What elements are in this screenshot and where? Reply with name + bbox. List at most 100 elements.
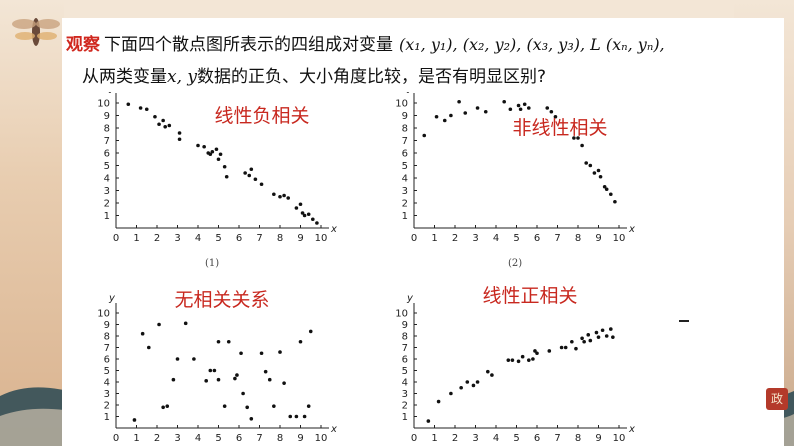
data-point bbox=[171, 377, 176, 382]
data-point bbox=[300, 211, 305, 215]
data-point bbox=[584, 161, 588, 165]
data-point bbox=[144, 107, 149, 112]
data-point bbox=[559, 345, 564, 350]
y-tick-label: 6 bbox=[402, 355, 408, 366]
question-line: 从两类变量x, y数据的正负、大小角度比较，是否有明显区别? bbox=[82, 62, 546, 87]
data-point bbox=[563, 345, 568, 350]
y-tick-label: 10 bbox=[395, 99, 408, 110]
y-axis-label: y bbox=[108, 293, 116, 304]
x-tick-label: 8 bbox=[575, 433, 581, 444]
heading-sequence: (x₁, y₁), (x₂, y₂), (x₃, y₃), L (xₙ, yₙ)… bbox=[399, 35, 665, 54]
data-point bbox=[298, 339, 303, 344]
dragonfly-icon bbox=[12, 18, 60, 46]
x-tick-label: 5 bbox=[513, 433, 519, 444]
data-point bbox=[214, 147, 219, 152]
chart-caption-1: (1) bbox=[205, 258, 220, 269]
x-tick-label: 7 bbox=[554, 233, 560, 244]
y-tick-label: 4 bbox=[104, 174, 110, 185]
data-point bbox=[611, 335, 615, 339]
data-point bbox=[239, 351, 243, 356]
data-point bbox=[259, 182, 264, 187]
y-tick-label: 8 bbox=[104, 332, 110, 343]
data-point bbox=[516, 359, 521, 364]
data-point bbox=[208, 152, 213, 157]
x-tick-label: 1 bbox=[133, 433, 139, 444]
x-tick-label: 9 bbox=[595, 233, 601, 244]
data-point bbox=[161, 118, 165, 123]
data-point bbox=[167, 123, 172, 128]
x-tick-label: 4 bbox=[195, 233, 201, 244]
y-tick-label: 4 bbox=[104, 378, 110, 389]
data-point bbox=[449, 113, 453, 118]
data-point bbox=[311, 217, 315, 222]
data-point bbox=[153, 114, 157, 119]
y-tick-label: 4 bbox=[402, 378, 408, 389]
chart-title: 无相关关系 bbox=[174, 289, 269, 311]
x-tick-label: 9 bbox=[595, 433, 601, 444]
data-point bbox=[233, 376, 237, 381]
scatter-chart-nonlinear: xy01234567891012345678910非线性相关 bbox=[395, 92, 635, 244]
x-tick-label: 1 bbox=[431, 433, 437, 444]
x-tick-label: 3 bbox=[472, 233, 478, 244]
data-point bbox=[157, 322, 161, 327]
x-axis-label: x bbox=[628, 224, 635, 235]
data-point bbox=[510, 358, 515, 362]
y-tick-label: 7 bbox=[104, 343, 110, 354]
data-point bbox=[502, 99, 506, 104]
data-point bbox=[483, 109, 488, 114]
x-tick-label: 2 bbox=[154, 233, 160, 244]
data-point bbox=[520, 354, 525, 359]
data-point bbox=[434, 114, 439, 119]
y-tick-label: 5 bbox=[402, 161, 408, 172]
data-point bbox=[212, 368, 217, 373]
data-point bbox=[204, 379, 208, 383]
data-point bbox=[582, 339, 586, 344]
x-tick-label: 10 bbox=[315, 233, 328, 244]
x-tick-label: 0 bbox=[113, 233, 119, 244]
y-tick-label: 2 bbox=[402, 401, 408, 412]
data-point bbox=[490, 373, 494, 377]
data-point bbox=[286, 196, 290, 200]
x-tick-label: 10 bbox=[613, 233, 626, 244]
content-panel bbox=[62, 18, 784, 446]
x-tick-label: 6 bbox=[534, 233, 540, 244]
x-tick-label: 8 bbox=[277, 233, 283, 244]
data-point bbox=[547, 349, 552, 353]
data-point bbox=[126, 102, 131, 107]
data-point bbox=[226, 339, 231, 344]
data-point bbox=[161, 405, 165, 410]
y-tick-label: 3 bbox=[402, 389, 408, 400]
background-left bbox=[0, 0, 64, 446]
data-point bbox=[192, 357, 196, 361]
data-point bbox=[165, 404, 170, 408]
data-point bbox=[288, 414, 293, 419]
y-tick-label: 2 bbox=[104, 199, 110, 210]
data-point bbox=[574, 346, 578, 351]
y-tick-label: 6 bbox=[104, 149, 110, 160]
y-tick-label: 10 bbox=[395, 309, 408, 320]
data-point bbox=[533, 349, 537, 353]
data-point bbox=[613, 199, 617, 204]
data-point bbox=[249, 417, 254, 421]
x-tick-label: 4 bbox=[195, 433, 201, 444]
y-tick-label: 8 bbox=[402, 332, 408, 343]
data-point bbox=[549, 109, 554, 114]
x-axis-label: x bbox=[330, 424, 337, 435]
data-point bbox=[140, 331, 145, 336]
y-tick-label: 1 bbox=[104, 412, 110, 423]
data-point bbox=[298, 202, 303, 207]
data-point bbox=[147, 345, 151, 350]
data-point bbox=[196, 143, 200, 148]
y-tick-label: 5 bbox=[104, 366, 110, 377]
y-tick-label: 6 bbox=[104, 355, 110, 366]
data-point bbox=[459, 385, 463, 390]
question-after: 数据的正负、大小角度比较，是否有明显区别? bbox=[197, 67, 547, 87]
data-point bbox=[315, 221, 319, 225]
x-tick-label: 4 bbox=[493, 233, 499, 244]
data-point bbox=[518, 107, 523, 112]
y-tick-label: 8 bbox=[104, 124, 110, 135]
data-point bbox=[183, 321, 188, 326]
heading-text: 下面四个散点图所表示的四组成对变量 bbox=[104, 35, 393, 55]
